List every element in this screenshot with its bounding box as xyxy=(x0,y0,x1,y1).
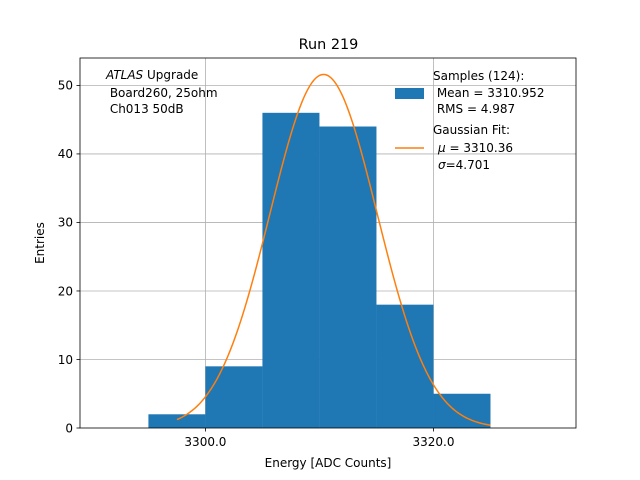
legend-fit-sigma-value: =4.701 xyxy=(446,158,490,172)
histogram-bars xyxy=(148,112,491,428)
legend: Samples (124): Mean = 3310.952 RMS = 4.9… xyxy=(395,69,544,172)
legend-samples-title: Samples (124): xyxy=(433,69,524,83)
atlas-label: ATLAS xyxy=(105,68,144,82)
y-tick-label: 40 xyxy=(58,147,73,161)
y-tick-label: 20 xyxy=(58,284,73,298)
legend-fit-mu-value: = 3310.36 xyxy=(449,141,513,155)
chart-title: Run 219 xyxy=(299,37,359,53)
y-tick-label: 0 xyxy=(65,421,73,435)
legend-fit-sigma: σ=4.701 xyxy=(438,158,490,172)
legend-fit-mu: μ = 3310.36 xyxy=(437,141,513,155)
histogram-bar xyxy=(376,304,434,428)
histogram-bar xyxy=(205,366,263,428)
histogram-bar xyxy=(319,126,377,428)
y-axis-ticks: 0 10 20 30 40 50 xyxy=(58,79,80,435)
histogram-bar xyxy=(148,414,206,428)
y-axis-label: Entries xyxy=(33,222,47,264)
mu-symbol: μ xyxy=(437,141,446,155)
sigma-symbol: σ xyxy=(438,158,446,172)
legend-samples-patch xyxy=(395,88,424,99)
histogram-bar xyxy=(262,112,320,428)
x-axis-ticks: 3300.0 3320.0 xyxy=(184,428,454,449)
annotation-line-1: ATLAS Upgrade xyxy=(105,68,198,82)
annotation-line-2: Board260, 25ohm xyxy=(106,86,218,100)
x-axis-label: Energy [ADC Counts] xyxy=(265,456,392,470)
legend-fit-title: Gaussian Fit: xyxy=(433,123,510,137)
plot-frame xyxy=(79,57,577,429)
gaussian-fit xyxy=(176,73,491,426)
x-tick-label: 3300.0 xyxy=(184,435,226,449)
annotation-line-3: Ch013 50dB xyxy=(106,102,184,116)
y-tick-label: 50 xyxy=(58,79,73,93)
legend-samples-mean: Mean = 3310.952 xyxy=(433,86,544,100)
y-tick-label: 10 xyxy=(58,353,73,367)
fit-curve-line xyxy=(176,73,491,426)
legend-samples-rms: RMS = 4.987 xyxy=(433,102,515,116)
atlas-annotation: ATLAS Upgrade Board260, 25ohm Ch013 50dB xyxy=(105,68,218,116)
annotation-text-1: Upgrade xyxy=(143,68,198,82)
y-tick-label: 30 xyxy=(58,216,73,230)
x-tick-label: 3320.0 xyxy=(412,435,454,449)
